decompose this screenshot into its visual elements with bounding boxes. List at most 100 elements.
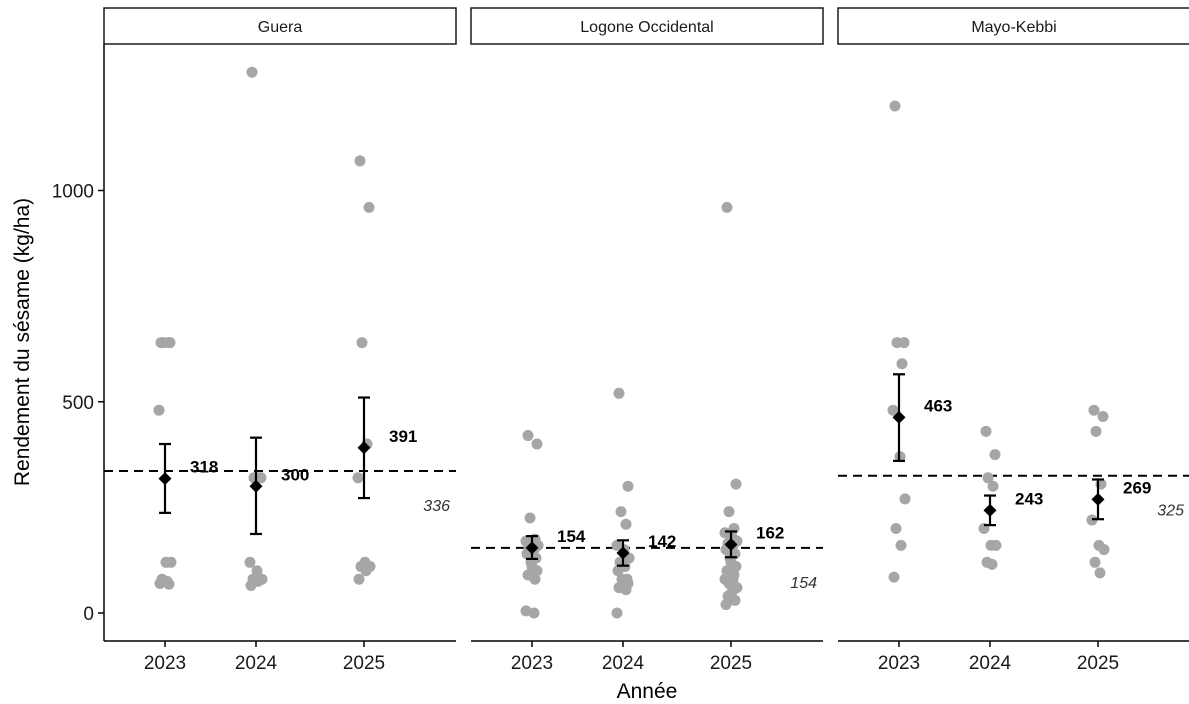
x-tick-label: 2024 (602, 653, 645, 674)
mean-label: 300 (281, 465, 309, 484)
mean-marker (357, 441, 371, 455)
year-group-2024: 2024 243 (969, 425, 1043, 674)
data-point (990, 539, 1002, 551)
year-group-2023: 2023 463 (878, 100, 952, 674)
data-point (987, 480, 999, 492)
reference-label: 336 (423, 498, 450, 515)
y-tick-label: 0 (83, 604, 94, 625)
x-tick-label: 2025 (710, 653, 752, 674)
data-point (989, 449, 1001, 461)
x-tick-label: 2025 (1077, 653, 1119, 674)
data-point (890, 523, 902, 534)
panel-title: Guera (258, 19, 303, 36)
data-point (356, 337, 368, 349)
mean-marker (158, 472, 172, 486)
y-tick-label: 1000 (52, 182, 94, 203)
mean-label: 162 (756, 524, 784, 543)
mean-marker (616, 546, 630, 560)
data-point (1090, 425, 1102, 437)
data-point (522, 430, 534, 442)
mean-marker (983, 503, 997, 517)
data-point (1098, 544, 1110, 556)
panel-strip (103, 7, 457, 45)
y-tick-label: 500 (62, 393, 94, 414)
data-point (153, 404, 165, 416)
data-point (620, 518, 632, 530)
panel-mayo-kebbi: Mayo-Kebbi 325 2023 463 2024 243 2025 269 (837, 7, 1189, 674)
data-point (246, 66, 258, 78)
data-point (723, 506, 735, 518)
y-axis: 0 500 1000 (52, 44, 105, 641)
mean-label: 463 (924, 396, 952, 415)
year-group-2025: 2025 269 (1077, 404, 1151, 674)
data-point (1094, 567, 1106, 579)
year-group-2024: 2024 300 (235, 66, 309, 674)
data-point (730, 478, 742, 490)
reference-label: 154 (790, 575, 817, 592)
year-group-2023: 2023 318 (144, 337, 218, 674)
data-point (360, 565, 372, 577)
x-tick-label: 2025 (343, 653, 385, 674)
panel-guera: Guera 336 2023 318 2024 300 2025 391 (103, 7, 457, 674)
data-point (162, 337, 174, 349)
data-point (620, 584, 632, 596)
data-point (251, 565, 263, 577)
mean-marker (249, 479, 263, 493)
panel-title: Logone Occidental (580, 19, 713, 36)
mean-marker (525, 541, 539, 555)
panel-logone-occidental: Logone Occidental 154 2023 154 2024 142 2025 16… (470, 7, 824, 674)
data-point (354, 155, 366, 167)
mean-label: 391 (389, 427, 417, 446)
data-point (729, 594, 741, 606)
data-point (986, 558, 998, 570)
x-tick-label: 2023 (511, 653, 553, 674)
data-point (622, 480, 634, 492)
mean-marker (892, 410, 906, 424)
data-point (1089, 556, 1101, 568)
y-axis-title: Rendement du sésame (kg/ha) (11, 198, 34, 486)
data-point (528, 607, 540, 619)
data-point (352, 472, 364, 484)
panel-title: Mayo-Kebbi (971, 19, 1056, 36)
x-axis-title: Année (617, 680, 678, 703)
data-point (163, 578, 175, 590)
data-point (1097, 411, 1109, 423)
data-point (531, 438, 543, 450)
mean-marker (724, 538, 738, 552)
data-point (887, 404, 899, 416)
data-point (154, 577, 166, 589)
data-point (524, 512, 536, 524)
data-point (244, 556, 256, 568)
year-group-2025: 2025 391 (343, 155, 417, 674)
data-point (899, 493, 911, 505)
data-point (165, 556, 177, 568)
panels-layer: Guera 336 2023 318 2024 300 2025 391 Logone Occi… (103, 7, 1189, 674)
data-point (1088, 404, 1100, 416)
data-point (531, 565, 543, 577)
data-point (889, 100, 901, 112)
mean-label: 142 (648, 532, 676, 551)
data-point (730, 561, 742, 573)
data-point (896, 358, 908, 370)
data-point (891, 337, 903, 349)
data-point (611, 607, 623, 619)
x-tick-label: 2024 (235, 653, 278, 674)
data-point (529, 573, 541, 585)
panel-strip (470, 7, 824, 45)
year-group-2024: 2024 142 (602, 387, 676, 674)
data-point (363, 201, 375, 213)
mean-label: 318 (190, 458, 218, 477)
data-point (980, 425, 992, 437)
data-point (895, 539, 907, 551)
data-point (612, 565, 624, 577)
reference-label: 325 (1157, 503, 1184, 520)
mean-label: 154 (557, 527, 586, 546)
year-group-2025: 2025 162 (710, 201, 784, 674)
data-point (615, 506, 627, 518)
data-point (721, 201, 733, 213)
mean-label: 243 (1015, 489, 1043, 508)
data-point (888, 571, 900, 583)
data-point (353, 573, 365, 585)
data-point (982, 472, 994, 484)
